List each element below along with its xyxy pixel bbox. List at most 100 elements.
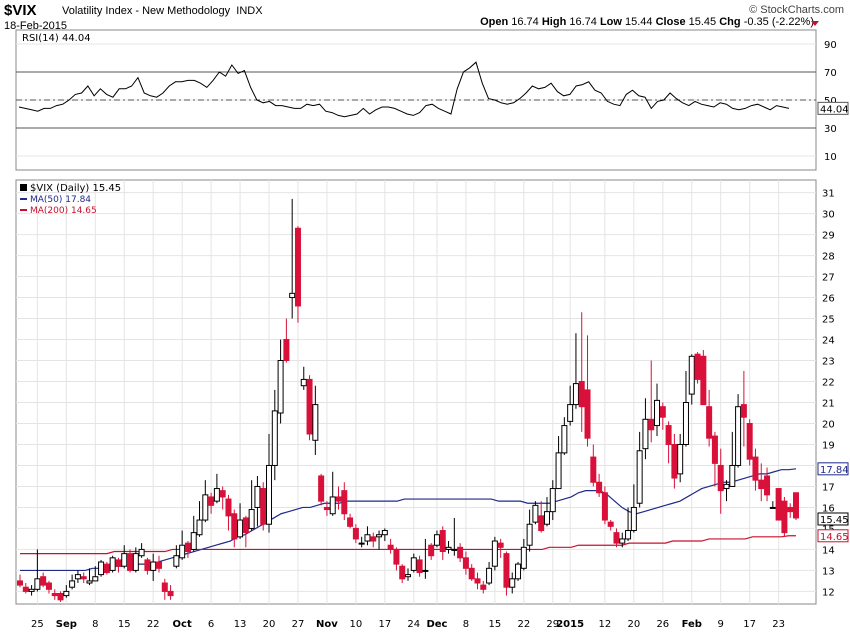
candle-body bbox=[86, 580, 93, 584]
x-tick-label: 17 bbox=[378, 619, 391, 630]
price-tick-label: 14 bbox=[822, 545, 835, 556]
candle-body bbox=[248, 509, 255, 529]
chg-label: Chg bbox=[719, 16, 741, 28]
candle-up bbox=[677, 433, 684, 483]
candle-body bbox=[486, 567, 493, 584]
x-tick-label: 9 bbox=[718, 619, 724, 630]
candle-body bbox=[746, 422, 753, 460]
candle-body bbox=[277, 360, 284, 414]
candle-down bbox=[167, 585, 174, 600]
x-tick-label: 29 bbox=[546, 619, 559, 630]
candle-up bbox=[248, 480, 255, 531]
candle-down bbox=[428, 543, 435, 560]
candle-body bbox=[567, 404, 574, 422]
candle-down bbox=[474, 572, 481, 590]
x-tick-label: 6 bbox=[208, 619, 214, 630]
quote-date: 18-Feb-2015 bbox=[4, 20, 67, 32]
candle-body bbox=[202, 494, 209, 521]
close-value: 15.45 bbox=[688, 16, 717, 28]
candle-body bbox=[526, 523, 533, 546]
rsi-title: RSI(14) 44.04 bbox=[22, 33, 91, 44]
candle-body bbox=[254, 485, 261, 508]
candle-body bbox=[572, 383, 579, 406]
candle-down bbox=[57, 591, 64, 602]
x-tick-label: 20 bbox=[627, 619, 640, 630]
candle-body bbox=[642, 418, 649, 450]
candle-body bbox=[318, 475, 325, 502]
x-tick-label: 2015 bbox=[556, 619, 584, 630]
x-tick-label: 22 bbox=[517, 619, 530, 630]
candle-up bbox=[92, 566, 99, 582]
candle-down bbox=[387, 538, 394, 554]
candle-body bbox=[405, 574, 411, 578]
candle-body bbox=[433, 534, 440, 546]
candle-down bbox=[538, 501, 545, 533]
candle-body bbox=[509, 578, 516, 588]
candle-down bbox=[80, 572, 87, 584]
price-tick-label: 19 bbox=[822, 440, 835, 451]
candle-up bbox=[688, 354, 695, 405]
description-text: Volatility Index - New Methodology bbox=[62, 5, 231, 17]
candle-body bbox=[219, 490, 226, 498]
candle-down bbox=[161, 578, 168, 600]
candle-body bbox=[636, 450, 643, 504]
candle-down bbox=[787, 503, 794, 518]
candle-down bbox=[323, 501, 330, 516]
candle-body bbox=[729, 464, 736, 487]
x-tick-label: 8 bbox=[92, 619, 98, 630]
candle-down bbox=[497, 538, 504, 558]
candle-down bbox=[318, 473, 325, 506]
candle-body bbox=[410, 557, 417, 571]
candle-down bbox=[416, 555, 423, 577]
candle-up bbox=[34, 549, 41, 592]
candle-up bbox=[86, 568, 93, 586]
candle-body bbox=[150, 561, 157, 571]
candle-down bbox=[184, 541, 191, 558]
price-tick-label: 20 bbox=[822, 419, 835, 430]
candle-body bbox=[497, 542, 504, 548]
candle-down bbox=[352, 524, 359, 544]
ohlc-summary: Open 16.74 High 16.74 Low 15.44 Close 15… bbox=[480, 16, 814, 28]
x-tick-label: Oct bbox=[173, 619, 192, 630]
candle-down bbox=[665, 421, 672, 464]
candle-down bbox=[283, 318, 290, 363]
candle-up bbox=[300, 366, 307, 390]
candle-body bbox=[109, 557, 116, 571]
candle-up bbox=[405, 568, 411, 581]
x-tick-label: 22 bbox=[147, 619, 160, 630]
candle-down bbox=[648, 360, 655, 443]
candle-body bbox=[92, 576, 99, 582]
x-tick-label: 13 bbox=[234, 619, 247, 630]
candle-body bbox=[283, 339, 290, 362]
candle-down bbox=[601, 486, 608, 525]
candle-down bbox=[231, 509, 238, 548]
candle-down bbox=[144, 557, 151, 575]
candle-body bbox=[723, 483, 730, 490]
candle-body bbox=[740, 404, 747, 418]
candle-down bbox=[260, 482, 267, 531]
candle-up bbox=[526, 509, 533, 552]
open-value: 16.74 bbox=[511, 16, 539, 28]
candle-body bbox=[625, 530, 632, 540]
candle-up bbox=[735, 394, 742, 468]
x-tick-label: 8 bbox=[463, 619, 469, 630]
x-tick-label: 10 bbox=[350, 619, 363, 630]
x-tick-label: 15 bbox=[488, 619, 501, 630]
candle-down bbox=[341, 482, 348, 521]
candle-body bbox=[45, 582, 52, 590]
candle-up bbox=[237, 503, 244, 539]
candle-up bbox=[190, 515, 197, 552]
candle-body bbox=[271, 410, 278, 466]
candle-body bbox=[775, 488, 782, 521]
candle-down bbox=[671, 433, 678, 489]
candle-body bbox=[793, 492, 799, 519]
rsi-tick-label: 10 bbox=[824, 152, 837, 163]
candle-up bbox=[376, 530, 383, 550]
open-label: Open bbox=[480, 16, 509, 28]
candle-body bbox=[17, 580, 23, 586]
candle-up bbox=[654, 383, 661, 437]
candle-body bbox=[341, 490, 348, 515]
high-value: 16.74 bbox=[569, 16, 597, 28]
candle-body bbox=[694, 353, 701, 380]
candle-body bbox=[40, 576, 47, 586]
